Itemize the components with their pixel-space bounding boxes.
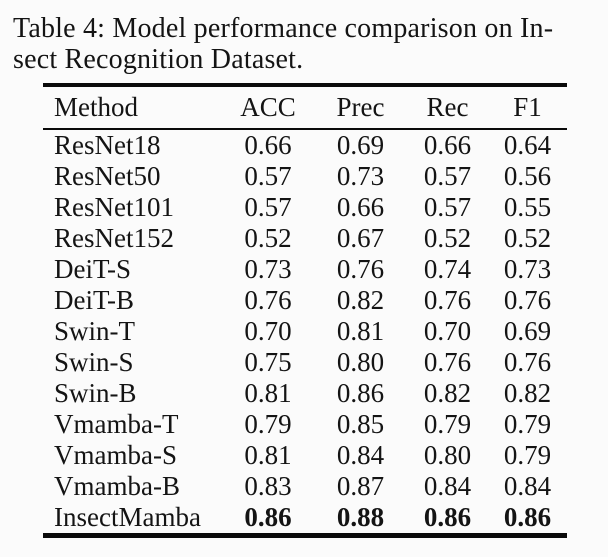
- acc-cell: 0.75: [244, 347, 292, 377]
- acc-cell: 0.66: [244, 130, 292, 160]
- f1-cell: 0.76: [503, 285, 552, 315]
- rec-cell: 0.80: [423, 440, 472, 470]
- table-row: ResNet101 0.57 0.66 0.57 0.55: [43, 192, 567, 223]
- prec-cell: 0.67: [336, 223, 385, 253]
- method-cell: Vmamba-T: [54, 409, 179, 439]
- acc-cell: 0.81: [244, 378, 292, 408]
- rec-cell: 0.76: [423, 347, 472, 377]
- prec-cell: 0.80: [336, 347, 385, 377]
- table-row: Vmamba-T 0.79 0.85 0.79 0.79: [43, 409, 567, 440]
- method-cell: ResNet152: [54, 223, 174, 253]
- rec-cell: 0.86: [407, 502, 488, 538]
- prec-cell: 0.86: [336, 378, 385, 408]
- table-row: Swin-B 0.81 0.86 0.82 0.82: [43, 378, 567, 409]
- acc-cell: 0.73: [244, 254, 292, 284]
- rec-cell: 0.82: [423, 378, 472, 408]
- rec-cell: 0.70: [423, 316, 472, 346]
- f1-cell: 0.84: [503, 471, 552, 501]
- f1-cell: 0.69: [503, 316, 552, 346]
- rec-cell: 0.76: [423, 285, 472, 315]
- col-header-f1: F1: [488, 83, 567, 130]
- acc-cell: 0.86: [222, 502, 314, 538]
- col-header-rec: Rec: [407, 83, 488, 130]
- f1-cell: 0.82: [503, 378, 552, 408]
- rec-cell: 0.79: [423, 409, 472, 439]
- method-cell: InsectMamba: [43, 502, 222, 538]
- col-header-method: Method: [43, 83, 222, 130]
- acc-cell: 0.83: [244, 471, 292, 501]
- method-cell: Swin-S: [54, 347, 134, 377]
- table-header-row: Method ACC Prec Rec F1: [43, 83, 567, 130]
- method-cell: ResNet18: [54, 130, 161, 160]
- f1-cell: 0.55: [503, 192, 552, 222]
- method-cell: Vmamba-S: [54, 440, 177, 470]
- acc-cell: 0.57: [244, 192, 292, 222]
- f1-cell: 0.52: [503, 223, 552, 253]
- rec-cell: 0.57: [423, 192, 472, 222]
- col-header-acc: ACC: [222, 83, 314, 130]
- table-row: Vmamba-S 0.81 0.84 0.80 0.79: [43, 440, 567, 471]
- rec-cell: 0.57: [423, 161, 472, 191]
- prec-cell: 0.76: [336, 254, 385, 284]
- table-row: ResNet152 0.52 0.67 0.52 0.52: [43, 223, 567, 254]
- f1-cell: 0.86: [488, 502, 567, 538]
- rec-cell: 0.52: [423, 223, 472, 253]
- rec-cell: 0.66: [423, 130, 472, 160]
- rec-cell: 0.84: [423, 471, 472, 501]
- prec-cell: 0.84: [336, 440, 385, 470]
- table-row: Vmamba-B 0.83 0.87 0.84 0.84: [43, 471, 567, 502]
- prec-cell: 0.66: [336, 192, 385, 222]
- prec-cell: 0.69: [336, 130, 385, 160]
- method-cell: Swin-T: [54, 316, 135, 346]
- prec-cell: 0.87: [336, 471, 385, 501]
- table-row: ResNet50 0.57 0.73 0.57 0.56: [43, 161, 567, 192]
- f1-cell: 0.64: [503, 130, 552, 160]
- performance-table: Method ACC Prec Rec F1 ResNet18 0.66 0.6…: [43, 83, 567, 538]
- table-caption: Table 4: Model performance comparison on…: [13, 13, 553, 75]
- prec-cell: 0.82: [336, 285, 385, 315]
- rec-cell: 0.74: [423, 254, 472, 284]
- table-row-best: InsectMamba 0.86 0.88 0.86 0.86: [43, 502, 567, 538]
- table-row: Swin-S 0.75 0.80 0.76 0.76: [43, 347, 567, 378]
- caption-line-1: Table 4: Model performance comparison on…: [13, 13, 554, 44]
- prec-cell: 0.88: [314, 502, 407, 538]
- method-cell: Vmamba-B: [54, 471, 180, 501]
- f1-cell: 0.76: [503, 347, 552, 377]
- table-row: Swin-T 0.70 0.81 0.70 0.69: [43, 316, 567, 347]
- acc-cell: 0.79: [244, 409, 292, 439]
- col-header-prec: Prec: [314, 83, 407, 130]
- acc-cell: 0.52: [244, 223, 292, 253]
- prec-cell: 0.85: [336, 409, 385, 439]
- caption-line-2: sect Recognition Dataset.: [13, 44, 304, 75]
- acc-cell: 0.81: [244, 440, 292, 470]
- f1-cell: 0.73: [503, 254, 552, 284]
- method-cell: ResNet50: [54, 161, 161, 191]
- acc-cell: 0.70: [244, 316, 292, 346]
- method-cell: Swin-B: [54, 378, 137, 408]
- prec-cell: 0.73: [336, 161, 385, 191]
- table-row: ResNet18 0.66 0.69 0.66 0.64: [43, 129, 567, 161]
- method-cell: DeiT-B: [54, 285, 134, 315]
- prec-cell: 0.81: [336, 316, 385, 346]
- f1-cell: 0.79: [503, 409, 552, 439]
- table-row: DeiT-B 0.76 0.82 0.76 0.76: [43, 285, 567, 316]
- table-row: DeiT-S 0.73 0.76 0.74 0.73: [43, 254, 567, 285]
- method-cell: DeiT-S: [54, 254, 132, 284]
- acc-cell: 0.76: [244, 285, 292, 315]
- method-cell: ResNet101: [54, 192, 174, 222]
- f1-cell: 0.56: [503, 161, 552, 191]
- acc-cell: 0.57: [244, 161, 292, 191]
- f1-cell: 0.79: [503, 440, 552, 470]
